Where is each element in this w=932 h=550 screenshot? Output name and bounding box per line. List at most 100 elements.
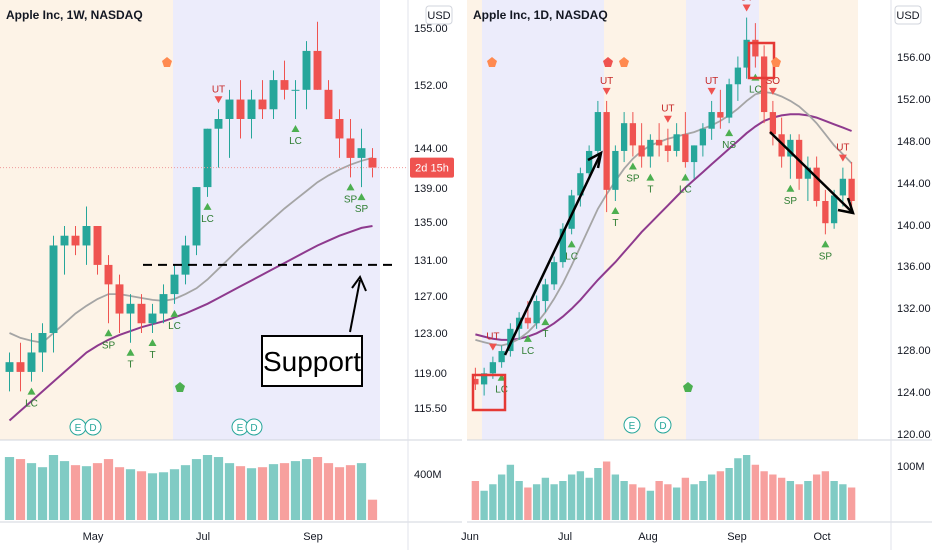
daily-volume-bar	[515, 481, 523, 520]
daily-candle-body[interactable]	[498, 351, 505, 363]
weekly-candle-body[interactable]	[203, 128, 212, 188]
daily-candle-body[interactable]	[734, 67, 742, 85]
daily-candle-body[interactable]	[620, 123, 628, 151]
weekly-candle-body[interactable]	[104, 264, 113, 285]
daily-candle-body[interactable]	[787, 139, 794, 157]
daily-candle-body[interactable]	[760, 56, 768, 113]
weekly-candle-body[interactable]	[192, 187, 201, 246]
weekly-candle-body[interactable]	[368, 157, 377, 168]
weekly-candle-body[interactable]	[49, 245, 58, 333]
weekly-candle-body[interactable]	[236, 99, 245, 119]
daily-signal-label: T	[612, 218, 618, 229]
weekly-candle-body[interactable]	[324, 89, 333, 119]
daily-candle-body[interactable]	[612, 150, 619, 190]
weekly-candle-body[interactable]	[115, 284, 124, 314]
weekly-candle-body[interactable]	[60, 235, 69, 246]
daily-candle-body[interactable]	[830, 195, 838, 224]
weekly-event-marker[interactable]	[245, 418, 263, 436]
daily-candle-body[interactable]	[699, 128, 707, 146]
weekly-volume-bar	[136, 471, 147, 520]
weekly-event-marker[interactable]	[84, 418, 102, 436]
daily-candle-body[interactable]	[708, 112, 715, 129]
daily-candle-body[interactable]	[655, 139, 663, 146]
weekly-candle-body[interactable]	[27, 352, 36, 372]
daily-candle-body[interactable]	[542, 284, 549, 302]
weekly-candle-body[interactable]	[258, 99, 267, 110]
support-arrow-head	[351, 274, 367, 292]
daily-candle-body[interactable]	[664, 145, 672, 151]
daily-candle-body[interactable]	[577, 173, 584, 196]
daily-candle-body[interactable]	[638, 145, 645, 157]
daily-candle-body[interactable]	[629, 123, 637, 146]
weekly-candle-body[interactable]	[214, 119, 223, 129]
daily-candle-body[interactable]	[743, 39, 750, 68]
daily-candle-body[interactable]	[507, 328, 514, 352]
daily-price-tick: 144.00	[897, 178, 931, 190]
weekly-candle-body[interactable]	[93, 226, 102, 265]
weekly-candle-body[interactable]	[137, 303, 146, 324]
daily-candle-body[interactable]	[480, 373, 488, 385]
weekly-candle-body[interactable]	[71, 235, 80, 246]
weekly-candle-body[interactable]	[5, 362, 14, 372]
daily-price-tick: 120.00	[897, 429, 931, 441]
weekly-candle-body[interactable]	[313, 50, 322, 90]
weekly-candle-body[interactable]	[148, 313, 157, 324]
daily-volume-bar	[506, 464, 515, 520]
daily-currency-box[interactable]	[894, 5, 922, 25]
weekly-candle-body[interactable]	[126, 303, 135, 314]
daily-volume-bar	[769, 474, 777, 520]
daily-volume-bar	[716, 471, 725, 520]
weekly-candle-body[interactable]	[346, 138, 355, 158]
weekly-candle-body[interactable]	[269, 80, 278, 110]
weekly-candle-body[interactable]	[16, 362, 25, 372]
daily-event-marker[interactable]	[654, 416, 672, 434]
daily-candle-body[interactable]	[585, 150, 593, 174]
daily-candle-body[interactable]	[725, 84, 733, 118]
daily-candle-body[interactable]	[472, 378, 479, 385]
weekly-candle-body[interactable]	[159, 294, 168, 314]
weekly-candle-body[interactable]	[82, 226, 91, 246]
weekly-candle-body[interactable]	[357, 148, 366, 158]
pentagon-marker	[619, 57, 629, 67]
daily-candle-body[interactable]	[647, 139, 654, 157]
daily-candle-body[interactable]	[752, 39, 759, 57]
weekly-candle-body[interactable]	[181, 245, 190, 275]
weekly-event-letter: E	[75, 423, 82, 434]
daily-candle-body[interactable]	[778, 134, 785, 157]
weekly-signal-up-arrow	[148, 339, 157, 346]
daily-candle-body[interactable]	[813, 167, 820, 201]
daily-candle-body[interactable]	[848, 178, 855, 201]
weekly-candle-body[interactable]	[291, 89, 300, 91]
daily-candle-body[interactable]	[822, 200, 829, 224]
daily-candle-body[interactable]	[533, 301, 540, 324]
weekly-candle-body[interactable]	[280, 80, 289, 90]
daily-candle-body[interactable]	[550, 262, 558, 285]
daily-session-background	[482, 0, 604, 440]
daily-event-marker[interactable]	[623, 416, 641, 434]
daily-candle-body[interactable]	[594, 112, 602, 151]
weekly-event-letter: E	[237, 423, 244, 434]
daily-volume-bar	[541, 477, 550, 520]
weekly-candle-body[interactable]	[302, 50, 311, 90]
daily-candle-body[interactable]	[690, 145, 698, 163]
weekly-candle-body[interactable]	[247, 99, 256, 119]
daily-candle-body[interactable]	[559, 228, 567, 263]
weekly-candle-body[interactable]	[225, 99, 234, 119]
weekly-currency-box[interactable]	[425, 5, 453, 25]
daily-candle-body[interactable]	[524, 317, 532, 324]
daily-volume-bar	[480, 490, 488, 520]
daily-candle-body[interactable]	[769, 112, 777, 135]
weekly-candle-body[interactable]	[170, 274, 179, 295]
weekly-candle-body[interactable]	[335, 119, 344, 139]
daily-candle-body[interactable]	[489, 362, 497, 374]
weekly-candle-body[interactable]	[38, 333, 47, 353]
daily-candle-body[interactable]	[673, 134, 680, 151]
daily-candle-body[interactable]	[839, 178, 847, 196]
daily-candle-body[interactable]	[804, 167, 812, 179]
daily-candle-body[interactable]	[682, 134, 689, 163]
weekly-volume-bar	[334, 467, 345, 520]
daily-date-tick: Sep	[727, 531, 747, 543]
daily-candle-body[interactable]	[717, 112, 724, 118]
daily-candle-body[interactable]	[603, 112, 610, 190]
